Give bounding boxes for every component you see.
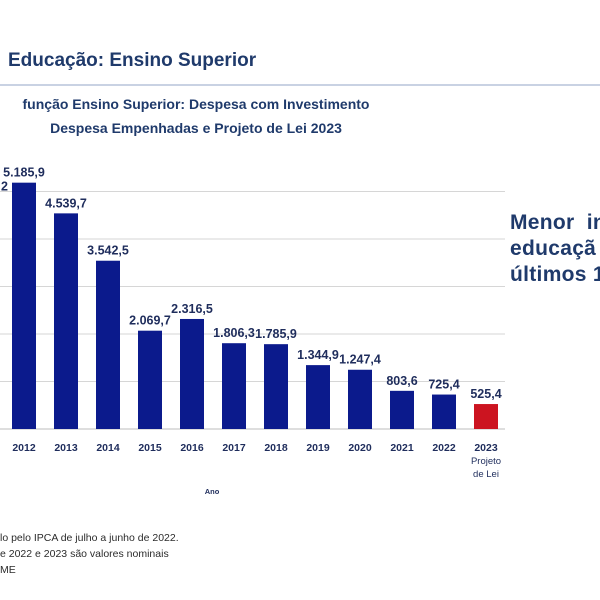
bar: [474, 404, 498, 429]
data-label: 3.542,5: [87, 244, 129, 258]
x-tick-label: Projeto: [471, 456, 501, 467]
x-tick-label: 2022: [432, 442, 456, 454]
x-tick-label: 2012: [12, 442, 36, 454]
bar: [306, 365, 330, 429]
x-tick-label: 2017: [222, 442, 246, 454]
footnote-3: ME: [0, 564, 16, 576]
bar: [222, 343, 246, 429]
footnotes: lo pelo IPCA de julho a junho de 2022. e…: [0, 530, 179, 578]
x-axis-label: Ano: [205, 487, 220, 496]
x-tick-label: de Lei: [473, 469, 499, 480]
data-label: 725,4: [428, 378, 459, 392]
x-tick-label: 2020: [348, 442, 372, 454]
x-tick-label: 2015: [138, 442, 162, 454]
data-label: 525,4: [470, 387, 501, 401]
chart-title-line-1: função Ensino Superior: Despesa com Inve…: [22, 96, 370, 112]
title-divider: [0, 84, 600, 86]
bar: [348, 369, 372, 429]
x-tick-label: 2014: [96, 442, 120, 454]
data-label: 1.344,9: [297, 348, 339, 362]
data-label: 1.785,9: [255, 327, 297, 341]
data-label: 1.247,4: [339, 353, 381, 367]
bar: [96, 260, 120, 429]
x-tick-label: 2019: [306, 442, 330, 454]
callout-text: Menor in educaçã últimos 1: [510, 211, 600, 286]
data-label: 2.069,7: [129, 314, 171, 328]
x-tick-label: 2023: [474, 442, 498, 454]
bar: [180, 318, 204, 429]
partial-data-label: 2: [1, 180, 8, 194]
footnote-1: lo pelo IPCA de julho a junho de 2022.: [0, 532, 179, 544]
bar-chart: 5.185,9 2012 4.539,7 2013 3.542,5 2014 2.069,7…: [0, 166, 505, 496]
bar: [54, 213, 78, 429]
data-label: 2.316,5: [171, 302, 213, 316]
footnote-2: e 2022 e 2023 são valores nominais: [0, 548, 169, 560]
bar: [12, 182, 36, 429]
x-tick-label: 2018: [264, 442, 288, 454]
slide-title: Educação: Ensino Superior: [8, 50, 257, 71]
bar: [138, 330, 162, 429]
bar: [432, 394, 456, 429]
chart-title-line-2: Despesa Empenhadas e Projeto de Lei 2023: [50, 120, 342, 136]
data-label: 1.806,3: [213, 326, 255, 340]
data-label: 4.539,7: [45, 196, 87, 210]
data-label: 5.185,9: [3, 166, 45, 180]
data-label: 803,6: [386, 374, 417, 388]
bar: [390, 390, 414, 429]
x-tick-label: 2016: [180, 442, 204, 454]
x-tick-label: 2013: [54, 442, 78, 454]
x-tick-label: 2021: [390, 442, 414, 454]
bar: [264, 344, 288, 429]
